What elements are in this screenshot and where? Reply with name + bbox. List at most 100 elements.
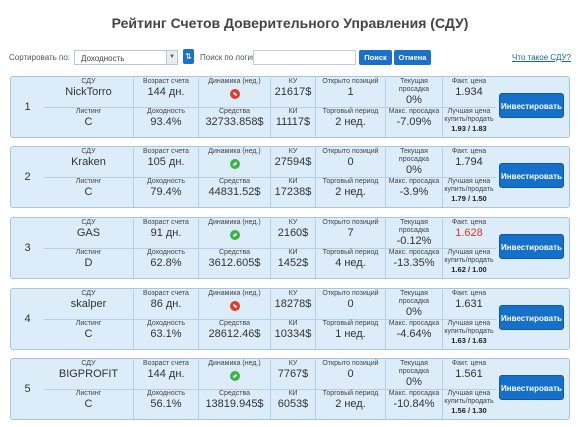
trend-up-icon[interactable] xyxy=(229,230,240,240)
ku-value: 7767$ xyxy=(277,368,309,380)
maxdd-label: Макс. просадка xyxy=(388,249,440,256)
account-name: Kraken xyxy=(71,156,106,168)
best-price-label: Лучшая цена купить/продать xyxy=(444,320,494,335)
dynamics-label: Динамика (нед.) xyxy=(208,219,261,226)
listing-label: Листинг xyxy=(75,320,102,327)
ki-cell: КИ 6053$ xyxy=(271,390,316,419)
invest-button[interactable]: Инвестировать xyxy=(499,375,564,400)
ku-value: 18278$ xyxy=(274,298,312,310)
maxdd-value: -10.84% xyxy=(393,398,435,410)
trend-down-icon[interactable] xyxy=(229,301,240,311)
best-price-label: Лучшая цена купить/продать xyxy=(444,249,494,264)
yield-label: Доходность xyxy=(147,320,185,327)
yield-cell: Доходность 63.1% xyxy=(134,320,199,349)
dynamics-label: Динамика (нед.) xyxy=(208,360,261,367)
period-label: Торговый период xyxy=(322,178,379,185)
funds-value: 13819.945$ xyxy=(205,398,264,410)
maxdd-value: -7.09% xyxy=(396,116,432,128)
ki-label: КИ xyxy=(288,249,298,256)
sort-label: Сортировать по: xyxy=(9,53,71,62)
dynamics-label: Динамика (нед.) xyxy=(208,148,261,155)
ki-cell: КИ 1452$ xyxy=(271,249,316,278)
period-cell: Торговый период 2 нед. xyxy=(316,178,386,207)
price-cell: Факт. цена 1.561 xyxy=(443,360,495,389)
period-value: 2 нед. xyxy=(335,186,366,198)
open-label: Открыто позиций xyxy=(322,290,379,297)
period-cell: Торговый период 2 нед. xyxy=(316,108,386,137)
best-price-cell: Лучшая цена купить/продать 1.79 / 1.50 xyxy=(443,178,495,207)
best-price-label: Лучшая цена купить/продать xyxy=(444,108,494,123)
listing-cell: Листинг C xyxy=(44,178,134,207)
trend-up-icon[interactable] xyxy=(229,371,240,381)
row-divider xyxy=(44,389,496,390)
invest-button[interactable]: Инвестировать xyxy=(499,305,564,330)
dynamics-label: Динамика (нед.) xyxy=(208,78,261,85)
open-label: Открыто позиций xyxy=(322,148,379,155)
maxdd-value: -3.9% xyxy=(399,186,429,198)
chevron-down-icon: ▼ xyxy=(166,51,177,64)
sort-direction-button[interactable]: ⇅ xyxy=(183,49,194,64)
sdu-cell: СДУ BIGPROFIT xyxy=(44,360,134,389)
best-price-value: 1.62 / 1.00 xyxy=(451,265,487,274)
what-is-sdu-link[interactable]: Что такое СДУ? xyxy=(512,53,571,62)
invest-button[interactable]: Инвестировать xyxy=(499,163,564,188)
controls-bar: Сортировать по: Доходность ▼ ⇅ Поиск по … xyxy=(9,49,571,67)
ku-value: 21617$ xyxy=(274,86,312,98)
age-label: Возраст счета xyxy=(143,219,189,226)
yield-value: 62.8% xyxy=(150,257,182,269)
drawdown-cell: Текущая просадка 0% xyxy=(386,148,443,177)
maxdd-cell: Макс. просадка -10.84% xyxy=(386,390,443,419)
rank-number: 1 xyxy=(24,101,31,113)
yield-label: Доходность xyxy=(147,108,185,115)
page-title: Рейтинг Счетов Доверительного Управления… xyxy=(111,15,469,31)
account-card: 2 СДУ Kraken Возраст счета 105 дн. Динам… xyxy=(10,146,570,208)
account-card: 5 СДУ BIGPROFIT Возраст счета 144 дн. Ди… xyxy=(10,358,570,420)
account-name: BIGPROFIT xyxy=(58,368,119,380)
trend-down-icon[interactable] xyxy=(229,89,240,99)
ki-label: КИ xyxy=(288,320,298,327)
maxdd-label: Макс. просадка xyxy=(388,108,440,115)
search-button[interactable]: Поиск xyxy=(359,50,392,65)
trend-up-icon[interactable] xyxy=(229,159,240,169)
open-value: 0 xyxy=(347,298,354,310)
search-input[interactable] xyxy=(253,50,356,65)
cancel-button[interactable]: Отмена xyxy=(394,50,431,65)
funds-value: 44831.52$ xyxy=(208,186,261,198)
sdu-cell: СДУ skalper xyxy=(44,290,134,319)
period-value: 1 нед. xyxy=(335,328,366,340)
drawdown-value: 0% xyxy=(406,376,422,388)
best-price-cell: Лучшая цена купить/продать 1.62 / 1.00 xyxy=(443,249,495,278)
listing-value: C xyxy=(84,186,93,198)
yield-label: Доходность xyxy=(147,178,185,185)
drawdown-cell: Текущая просадка 0% xyxy=(386,360,443,389)
row-divider xyxy=(44,107,496,108)
listing-value: C xyxy=(84,328,93,340)
sort-arrows-icon: ⇅ xyxy=(185,52,192,61)
open-value: 1 xyxy=(347,86,354,98)
age-cell: Возраст счета 105 дн. xyxy=(134,148,199,177)
ku-value: 27594$ xyxy=(274,156,312,168)
drawdown-value: 0% xyxy=(406,94,422,106)
yield-cell: Доходность 93.4% xyxy=(134,108,199,137)
invest-button[interactable]: Инвестировать xyxy=(499,234,564,259)
age-cell: Возраст счета 91 дн. xyxy=(134,219,199,248)
maxdd-value: -4.64% xyxy=(396,328,432,340)
listing-value: D xyxy=(84,257,93,269)
yield-label: Доходность xyxy=(147,390,185,397)
price-value: 1.934 xyxy=(455,86,483,98)
best-price-value: 1.79 / 1.50 xyxy=(451,194,487,203)
funds-value: 28612.46$ xyxy=(208,328,261,340)
dynamics-label: Динамика (нед.) xyxy=(208,290,261,297)
listing-value: C xyxy=(84,398,93,410)
sort-select[interactable]: Доходность ▼ xyxy=(74,50,178,65)
invest-button[interactable]: Инвестировать xyxy=(499,93,564,118)
age-label: Возраст счета xyxy=(143,290,189,297)
price-value: 1.628 xyxy=(455,227,483,239)
period-cell: Торговый период 4 нед. xyxy=(316,249,386,278)
dynamics-cell: Динамика (нед.) xyxy=(199,78,271,107)
ku-label: КУ xyxy=(288,360,298,367)
maxdd-label: Макс. просадка xyxy=(388,320,440,327)
ku-label: КУ xyxy=(288,290,298,297)
row-divider xyxy=(44,248,496,249)
ki-value: 10334$ xyxy=(274,328,312,340)
